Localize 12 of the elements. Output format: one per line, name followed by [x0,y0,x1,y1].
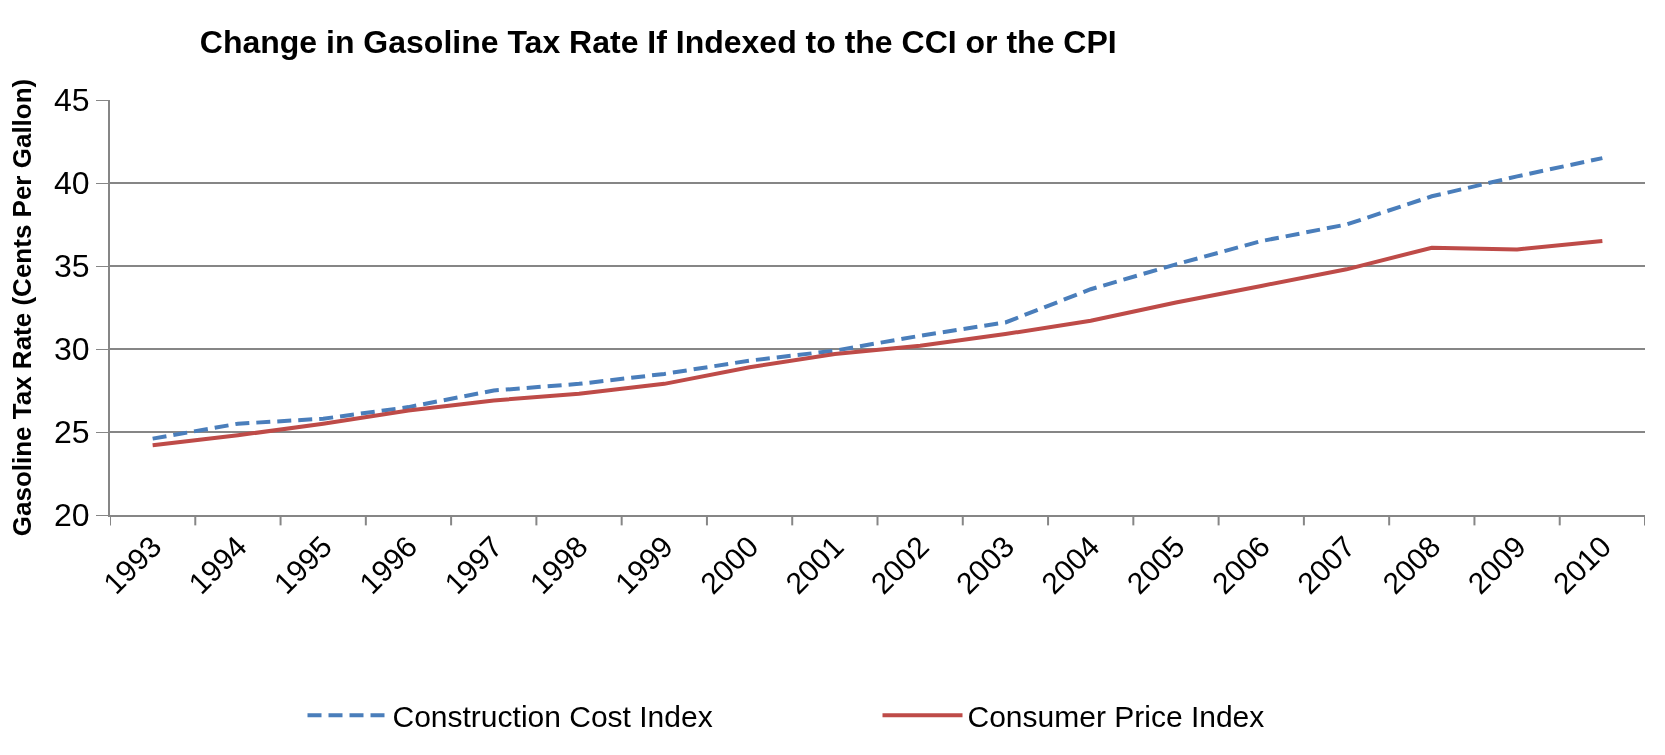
y-axis-title: Gasoline Tax Rate (Cents Per Gallon) [6,78,37,537]
y-tick-label: 35 [54,248,90,285]
y-tick-label: 20 [54,497,90,534]
y-tick-label: 30 [54,331,90,368]
legend-label: Consumer Price Index [967,700,1265,733]
chart-title: Change in Gasoline Tax Rate If Indexed to the CCI or the CPI [199,23,1117,60]
y-tick-label: 25 [54,414,90,451]
y-tick-label: 45 [54,82,90,119]
y-tick-label: 40 [54,165,90,202]
line-series [150,156,1605,441]
legend-label: Construction Cost Index [392,700,713,733]
line-series [150,239,1605,448]
